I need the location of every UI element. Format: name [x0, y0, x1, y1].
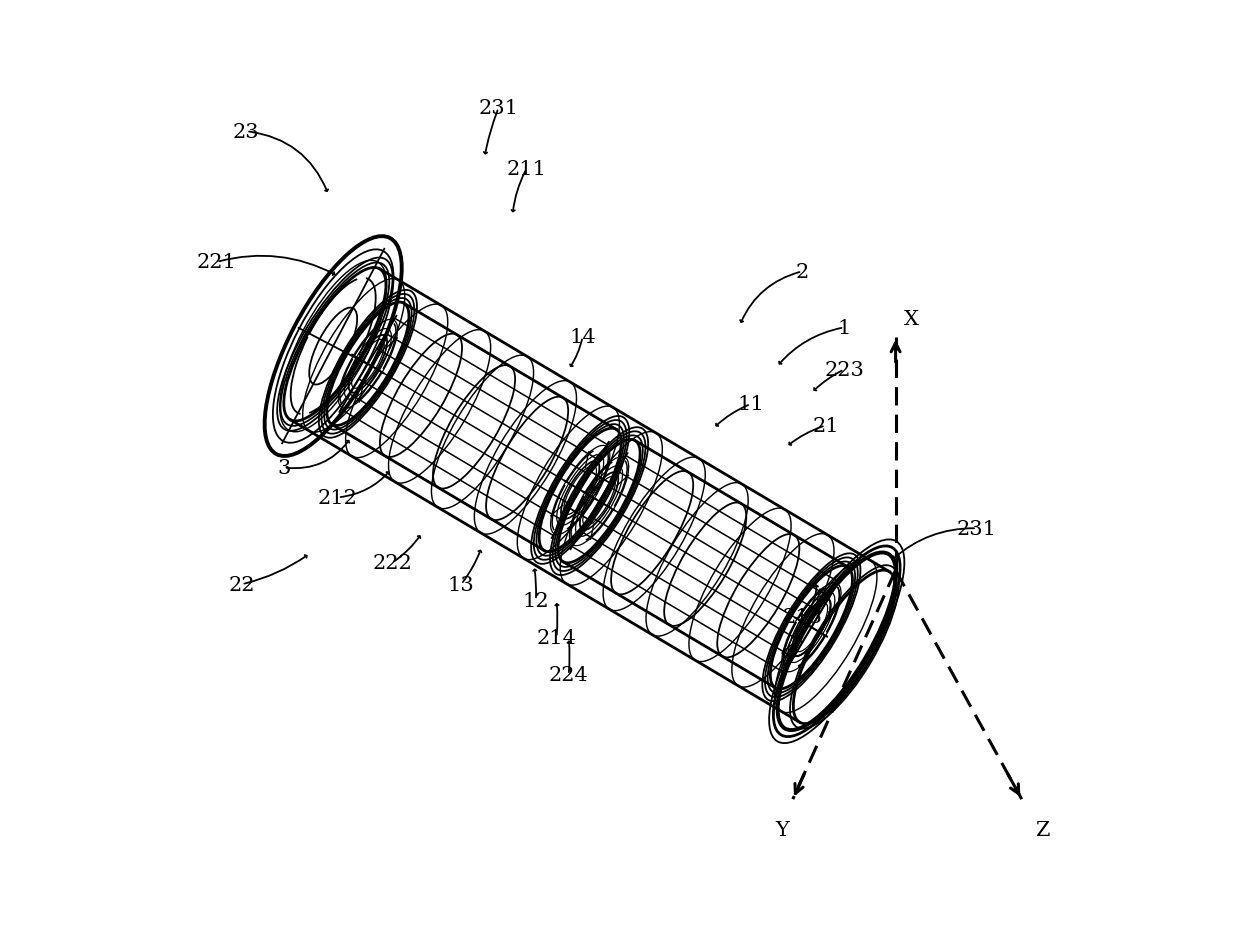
Text: 13: 13 — [448, 575, 475, 594]
Text: 224: 224 — [549, 665, 589, 684]
Text: 22: 22 — [228, 575, 255, 594]
Text: 221: 221 — [196, 254, 237, 272]
Text: X: X — [904, 309, 919, 329]
Text: 1: 1 — [837, 318, 851, 338]
Text: 211: 211 — [507, 160, 547, 179]
Text: 222: 222 — [372, 554, 412, 573]
Text: Z: Z — [1035, 821, 1049, 840]
Text: 21: 21 — [812, 417, 838, 435]
Text: 214: 214 — [537, 628, 577, 648]
Text: 223: 223 — [825, 360, 864, 379]
Text: 23: 23 — [233, 123, 259, 141]
Text: 3: 3 — [277, 459, 290, 477]
Text: 212: 212 — [317, 489, 358, 507]
Text: 213: 213 — [782, 607, 822, 627]
Text: 12: 12 — [522, 591, 549, 610]
Text: 2: 2 — [796, 262, 808, 282]
Text: 231: 231 — [479, 99, 518, 118]
Text: 231: 231 — [957, 519, 997, 538]
Text: 14: 14 — [569, 328, 596, 347]
Text: 11: 11 — [738, 395, 764, 414]
Text: Y: Y — [776, 821, 790, 840]
